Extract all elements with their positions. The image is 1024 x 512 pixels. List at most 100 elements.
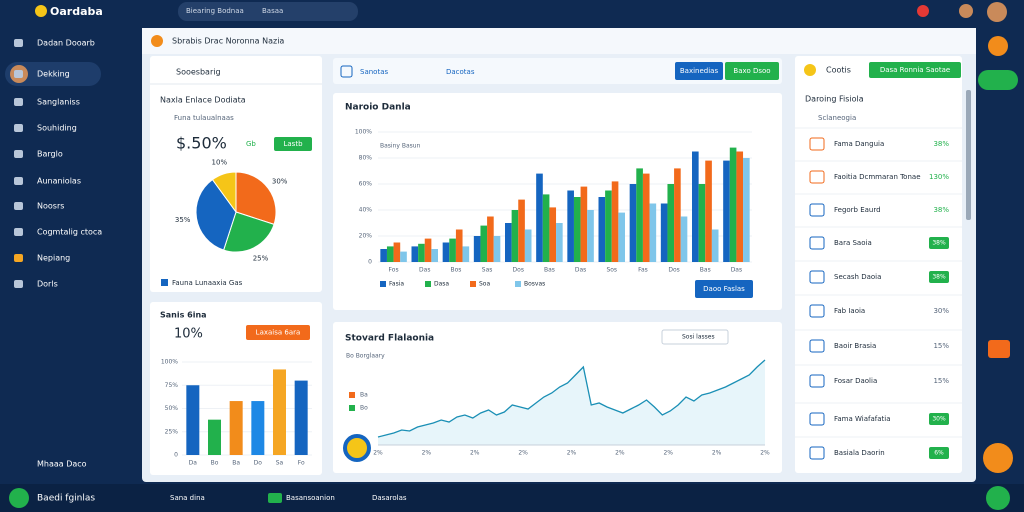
bottom-bar xyxy=(0,484,1024,512)
x-tick-label: Sa xyxy=(276,460,284,467)
menu-item[interactable]: Dorls xyxy=(37,280,58,289)
kpi-delta: Gb xyxy=(246,140,256,148)
bar xyxy=(442,242,450,262)
y-tick-label: 25% xyxy=(165,428,179,435)
x-tick-label: 2% xyxy=(712,450,722,457)
x-tick-label: 2% xyxy=(760,450,770,457)
tab[interactable]: Dacotas xyxy=(446,68,475,76)
bar xyxy=(618,212,625,262)
bar xyxy=(294,380,308,455)
bar xyxy=(549,207,557,262)
bar xyxy=(386,246,394,262)
bar xyxy=(455,229,463,262)
button[interactable] xyxy=(869,62,961,78)
bar xyxy=(229,401,243,455)
legend-swatch xyxy=(470,281,476,287)
chart-title: Naroio Danla xyxy=(345,103,411,113)
bar xyxy=(556,223,563,262)
select[interactable] xyxy=(661,329,729,345)
menu-item[interactable]: Souhiding xyxy=(37,124,77,133)
bar xyxy=(580,186,588,262)
x-tick-label: Do xyxy=(254,460,263,467)
filter: Funa tulaualnaas xyxy=(174,114,234,122)
pie-slice xyxy=(235,171,277,225)
x-tick-label: Bo xyxy=(211,460,219,467)
bar xyxy=(698,184,706,262)
item-icon xyxy=(809,339,825,353)
tab-icon xyxy=(340,65,353,78)
list-item: Secash Daoia xyxy=(834,273,881,281)
pie-slice xyxy=(211,171,237,214)
y-tick-label: 0 xyxy=(368,259,372,266)
bar xyxy=(480,225,488,262)
button[interactable] xyxy=(695,280,753,298)
menu-item[interactable]: Aunaniolas xyxy=(37,177,81,186)
kpi-value: $.50% xyxy=(176,134,227,153)
x-tick-label: 2% xyxy=(567,450,577,457)
card-title: Sooesbarig xyxy=(176,68,221,77)
kpi-badge[interactable] xyxy=(246,325,310,340)
bar xyxy=(649,203,657,262)
bar xyxy=(605,190,612,262)
logo-icon xyxy=(35,5,47,17)
y-tick-label: 60% xyxy=(359,181,373,188)
x-tick-label: Sas xyxy=(482,267,493,274)
button[interactable] xyxy=(675,62,723,80)
scrollbar[interactable] xyxy=(966,90,971,220)
chat-button[interactable] xyxy=(983,443,1013,473)
section-title: Daroing Fisiola xyxy=(805,95,864,104)
item-icon xyxy=(809,412,825,426)
bar xyxy=(418,243,425,262)
button[interactable] xyxy=(725,62,779,80)
main-chart-card xyxy=(333,93,782,310)
value-badge xyxy=(929,271,949,283)
avatar-small[interactable] xyxy=(959,4,973,18)
y-tick-label: 100% xyxy=(161,359,178,366)
menu-item[interactable]: Cogmtalig ctoca xyxy=(37,228,102,237)
card-title: Sanis 6ina xyxy=(160,311,207,320)
menu-item[interactable]: Nepiang xyxy=(37,254,70,263)
filter: Sclaneogia xyxy=(818,114,856,122)
side-icon[interactable] xyxy=(988,340,1010,358)
bar xyxy=(723,160,730,262)
bar xyxy=(251,401,265,455)
bar xyxy=(705,160,712,262)
bar xyxy=(660,203,668,262)
notification-icon[interactable] xyxy=(988,36,1008,56)
tab[interactable]: Sanotas xyxy=(360,68,388,76)
menu-item[interactable]: Dekking xyxy=(37,70,70,79)
x-tick-label: Bos xyxy=(450,267,461,274)
menu-item[interactable]: Mhaaa Daco xyxy=(37,460,87,469)
kpi-badge[interactable] xyxy=(274,137,312,151)
bar xyxy=(743,158,750,262)
bottom-badge xyxy=(268,493,282,503)
bar xyxy=(518,199,525,262)
legend-text: Fauna Lunaaxia Gas xyxy=(172,279,243,287)
menu-item[interactable]: Barglo xyxy=(37,150,63,159)
bar xyxy=(636,168,643,262)
list-item: Fama Danguia xyxy=(834,140,884,148)
legend-swatch xyxy=(349,405,355,411)
legend-swatch xyxy=(161,279,168,286)
list-item: Fab Iaoia xyxy=(834,307,865,315)
bar xyxy=(380,249,387,262)
bottom-item: Basansoanion xyxy=(286,494,335,502)
list-item: Faoitia Dcmmaran Tonae xyxy=(834,173,921,181)
menu-item[interactable]: Dadan Dooarb xyxy=(37,39,95,48)
menu-item[interactable]: Sanglaniss xyxy=(37,98,80,107)
alert-icon[interactable] xyxy=(917,5,929,17)
x-tick-label: Fo xyxy=(298,460,305,467)
card-subtitle: Naxla Enlace Dodiata xyxy=(160,96,246,105)
x-tick-label: Dos xyxy=(668,267,679,274)
help-button[interactable] xyxy=(986,486,1010,510)
menu-item[interactable]: Noosrs xyxy=(37,202,64,211)
y-tick-label: 40% xyxy=(359,207,373,214)
list-item: Fosar Daolia xyxy=(834,377,877,385)
pie-label: 25% xyxy=(253,254,269,262)
green-tab[interactable] xyxy=(978,70,1018,90)
list-value: 30% xyxy=(932,416,946,423)
avatar[interactable] xyxy=(987,2,1007,22)
search-box[interactable] xyxy=(178,2,358,21)
value-badge xyxy=(929,237,949,249)
